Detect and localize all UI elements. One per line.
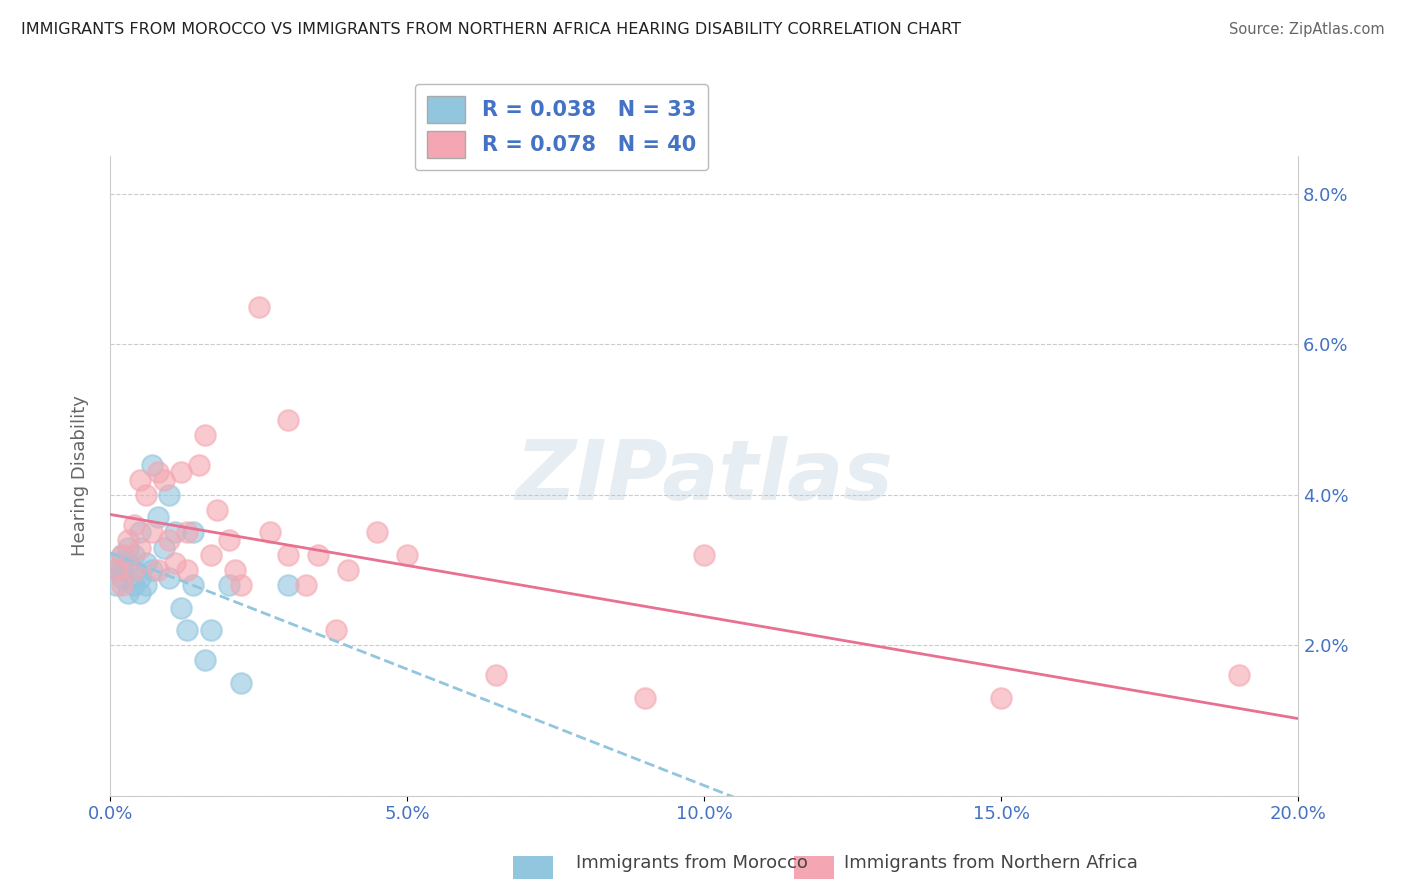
Point xyxy=(277,412,299,426)
Point xyxy=(205,503,228,517)
Point xyxy=(122,548,145,562)
Point xyxy=(159,488,181,502)
Point xyxy=(176,563,198,577)
Point xyxy=(122,563,145,577)
Point xyxy=(105,563,128,577)
Point xyxy=(152,541,174,555)
Point xyxy=(146,465,169,479)
Point xyxy=(200,548,222,562)
Point xyxy=(366,525,388,540)
Point xyxy=(325,624,347,638)
FancyBboxPatch shape xyxy=(785,851,844,884)
Point xyxy=(194,653,217,667)
Text: ZIPatlas: ZIPatlas xyxy=(515,435,893,516)
Point xyxy=(229,676,252,690)
Point xyxy=(135,578,157,592)
Point xyxy=(218,578,240,592)
Legend: R = 0.038   N = 33, R = 0.078   N = 40: R = 0.038 N = 33, R = 0.078 N = 40 xyxy=(415,84,709,170)
Point xyxy=(105,556,128,570)
Point xyxy=(111,548,134,562)
Point xyxy=(111,563,134,577)
Y-axis label: Hearing Disability: Hearing Disability xyxy=(72,395,89,557)
Point xyxy=(200,624,222,638)
Point xyxy=(135,488,157,502)
Point xyxy=(152,473,174,487)
Point xyxy=(247,300,270,314)
Point xyxy=(259,525,281,540)
Point xyxy=(117,541,139,555)
Point xyxy=(146,510,169,524)
Point xyxy=(117,556,139,570)
Point xyxy=(105,578,128,592)
Point xyxy=(128,473,150,487)
Point xyxy=(295,578,318,592)
Point xyxy=(176,624,198,638)
Point xyxy=(990,690,1012,705)
Point xyxy=(170,600,193,615)
Point xyxy=(396,548,419,562)
Point xyxy=(307,548,329,562)
Point xyxy=(277,548,299,562)
Point xyxy=(111,578,134,592)
Point xyxy=(122,578,145,592)
Point xyxy=(128,585,150,599)
Point xyxy=(135,556,157,570)
Point xyxy=(194,427,217,442)
Point xyxy=(141,525,163,540)
Point xyxy=(181,578,204,592)
Point xyxy=(277,578,299,592)
FancyBboxPatch shape xyxy=(503,851,562,884)
Point xyxy=(181,525,204,540)
Point xyxy=(693,548,716,562)
Point xyxy=(111,548,134,562)
Point xyxy=(165,556,187,570)
Point xyxy=(128,571,150,585)
Point xyxy=(117,585,139,599)
Point xyxy=(128,525,150,540)
Point xyxy=(122,517,145,532)
Point xyxy=(634,690,657,705)
Text: Immigrants from Morocco: Immigrants from Morocco xyxy=(576,855,808,872)
Text: Immigrants from Northern Africa: Immigrants from Northern Africa xyxy=(844,855,1137,872)
Point xyxy=(188,458,211,472)
Point xyxy=(111,571,134,585)
Text: Source: ZipAtlas.com: Source: ZipAtlas.com xyxy=(1229,22,1385,37)
Point xyxy=(159,571,181,585)
Point xyxy=(218,533,240,547)
Point xyxy=(1227,668,1250,682)
Point xyxy=(229,578,252,592)
Point xyxy=(105,563,128,577)
Point xyxy=(159,533,181,547)
Point xyxy=(336,563,359,577)
Point xyxy=(141,458,163,472)
Point xyxy=(485,668,508,682)
Point xyxy=(224,563,246,577)
Text: IMMIGRANTS FROM MOROCCO VS IMMIGRANTS FROM NORTHERN AFRICA HEARING DISABILITY CO: IMMIGRANTS FROM MOROCCO VS IMMIGRANTS FR… xyxy=(21,22,962,37)
Point xyxy=(176,525,198,540)
Point xyxy=(141,563,163,577)
Point xyxy=(146,563,169,577)
Point xyxy=(170,465,193,479)
Point xyxy=(122,563,145,577)
Point xyxy=(128,541,150,555)
Point xyxy=(117,533,139,547)
Point xyxy=(165,525,187,540)
